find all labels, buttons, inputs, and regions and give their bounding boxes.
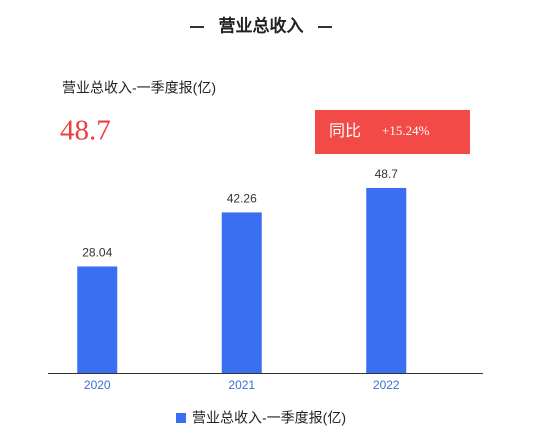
bar xyxy=(221,212,262,373)
change-box xyxy=(315,110,470,154)
bar xyxy=(366,187,407,373)
headline-value: 48.7 xyxy=(60,115,111,147)
legend-label: 营业总收入-一季度报(亿) xyxy=(192,410,346,426)
value-label: 42.26 xyxy=(227,192,257,206)
value-label: 28.04 xyxy=(82,246,112,260)
value-label: 48.7 xyxy=(375,167,399,181)
change-value: +15.24% xyxy=(382,123,430,138)
legend-swatch xyxy=(176,413,186,423)
subtitle: 营业总收入-一季度报(亿) xyxy=(62,80,216,96)
change-label: 同比 xyxy=(329,122,361,140)
x-tick-label: 2020 xyxy=(84,378,111,392)
x-tick-label: 2022 xyxy=(373,378,400,392)
bar xyxy=(77,266,118,373)
chart-title: 营业总收入 xyxy=(219,15,304,35)
x-tick-label: 2021 xyxy=(228,378,255,392)
